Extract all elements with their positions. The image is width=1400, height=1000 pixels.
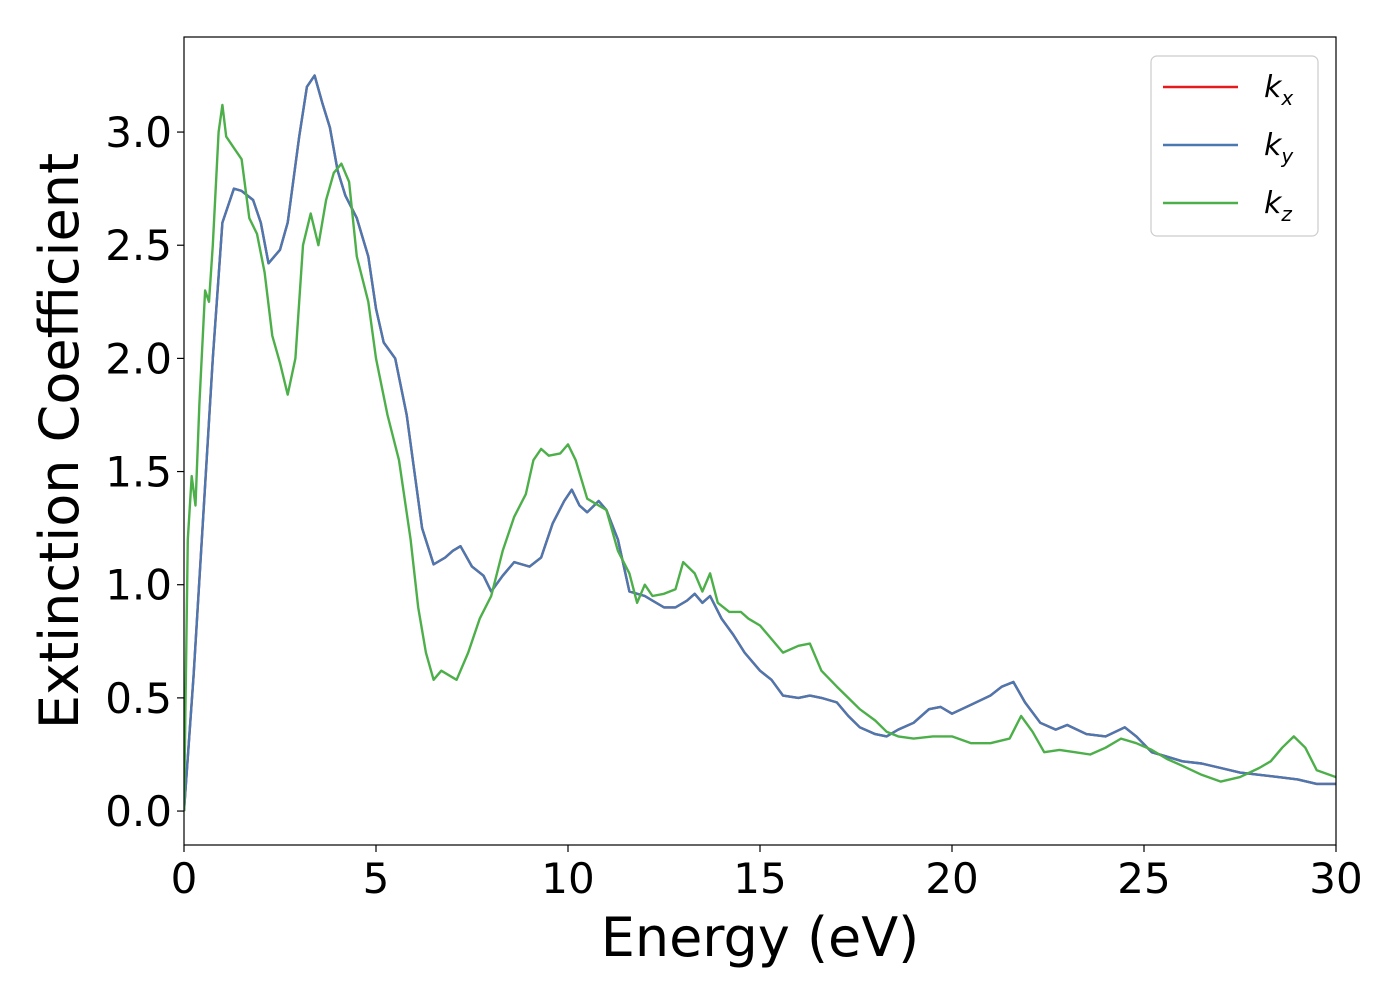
legend-label-base: k — [1264, 186, 1283, 221]
x-tick-label: 25 — [1117, 854, 1170, 903]
y-tick-label: 0.5 — [105, 674, 172, 723]
series-layer — [184, 74, 1336, 812]
y-tick-label: 1.0 — [105, 561, 172, 610]
x-tick-label: 15 — [733, 854, 786, 903]
y-tick-label: 3.0 — [105, 108, 172, 157]
legend-label-kz: kz — [1264, 186, 1292, 226]
x-tick-label: 5 — [363, 854, 390, 903]
legend-label-subscript: y — [1280, 144, 1294, 168]
legend-label-subscript: x — [1280, 86, 1293, 110]
x-tick-label: 30 — [1309, 854, 1362, 903]
x-tick-label: 0 — [171, 854, 198, 903]
x-tick-label: 20 — [925, 854, 978, 903]
x-tick-label: 10 — [541, 854, 594, 903]
y-axis: 0.0 0.5 1.0 1.5 2.0 2.5 3.0 — [105, 108, 184, 836]
series-line-ky — [184, 74, 1336, 812]
x-axis: 0 5 10 15 20 25 30 — [171, 845, 1363, 903]
series-line-kz — [184, 103, 1336, 812]
legend-label-subscript: z — [1280, 202, 1292, 226]
legend-label-ky: ky — [1264, 128, 1294, 168]
legend-label-base: k — [1264, 128, 1283, 163]
y-tick-label: 2.5 — [105, 221, 172, 270]
y-axis-title: Extinction Coefficient — [28, 153, 91, 729]
y-tick-label: 0.0 — [105, 787, 172, 836]
legend-label-base: k — [1264, 70, 1283, 105]
y-tick-label: 1.5 — [105, 448, 172, 497]
y-tick-label: 2.0 — [105, 334, 172, 383]
x-axis-title: Energy (eV) — [601, 906, 920, 969]
legend-label-kx: kx — [1264, 70, 1293, 110]
